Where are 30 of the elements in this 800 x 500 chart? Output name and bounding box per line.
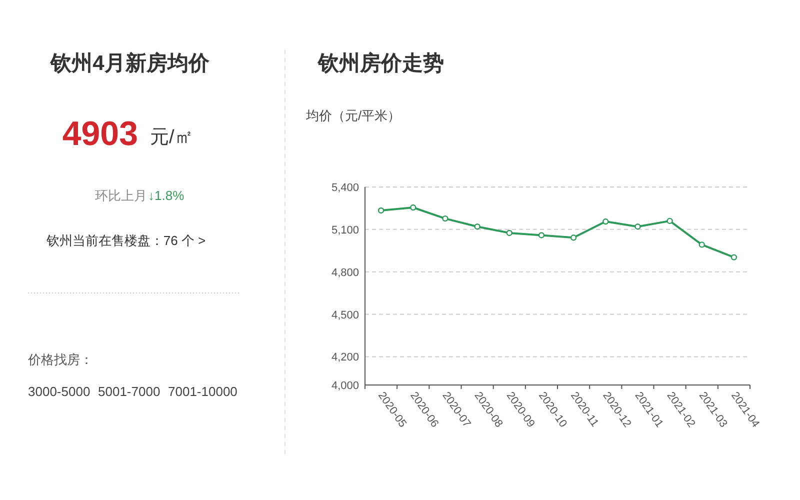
y-tick-label: 4,800 (331, 266, 359, 279)
chart-title: 钦州房价走势 (317, 51, 444, 75)
point (474, 224, 480, 230)
y-tick-label: 4,200 (331, 352, 359, 364)
point (666, 218, 673, 224)
text: 钦州当前在售楼盘：76 个 > (45, 233, 206, 248)
text: ↓1.8% (148, 188, 185, 203)
text: 4903 (62, 115, 138, 153)
point (410, 204, 416, 211)
text: 元/㎡ (150, 127, 194, 148)
y-tick-label: 4,000 (331, 380, 359, 392)
text: 5001-7000 (98, 384, 160, 399)
text: 价格找房： (27, 352, 93, 367)
point (378, 207, 384, 214)
point (698, 242, 705, 248)
y-tick-label: 5,100 (331, 224, 359, 236)
point (730, 254, 738, 260)
text: 环比上月 (95, 188, 147, 203)
y-tick-label: 4,500 (331, 309, 359, 322)
point (602, 218, 609, 225)
text: 7001-10000 (168, 384, 238, 399)
text: 钦州4月新房均价 (50, 51, 210, 75)
point (570, 234, 577, 241)
point (506, 230, 512, 236)
point (442, 215, 448, 222)
y-tick-label: 5,400 (331, 182, 359, 194)
point (634, 224, 641, 230)
point (538, 232, 545, 238)
text: 3000-5000 (28, 384, 90, 399)
y-axis-title: 均价（元/平米） (305, 108, 401, 123)
